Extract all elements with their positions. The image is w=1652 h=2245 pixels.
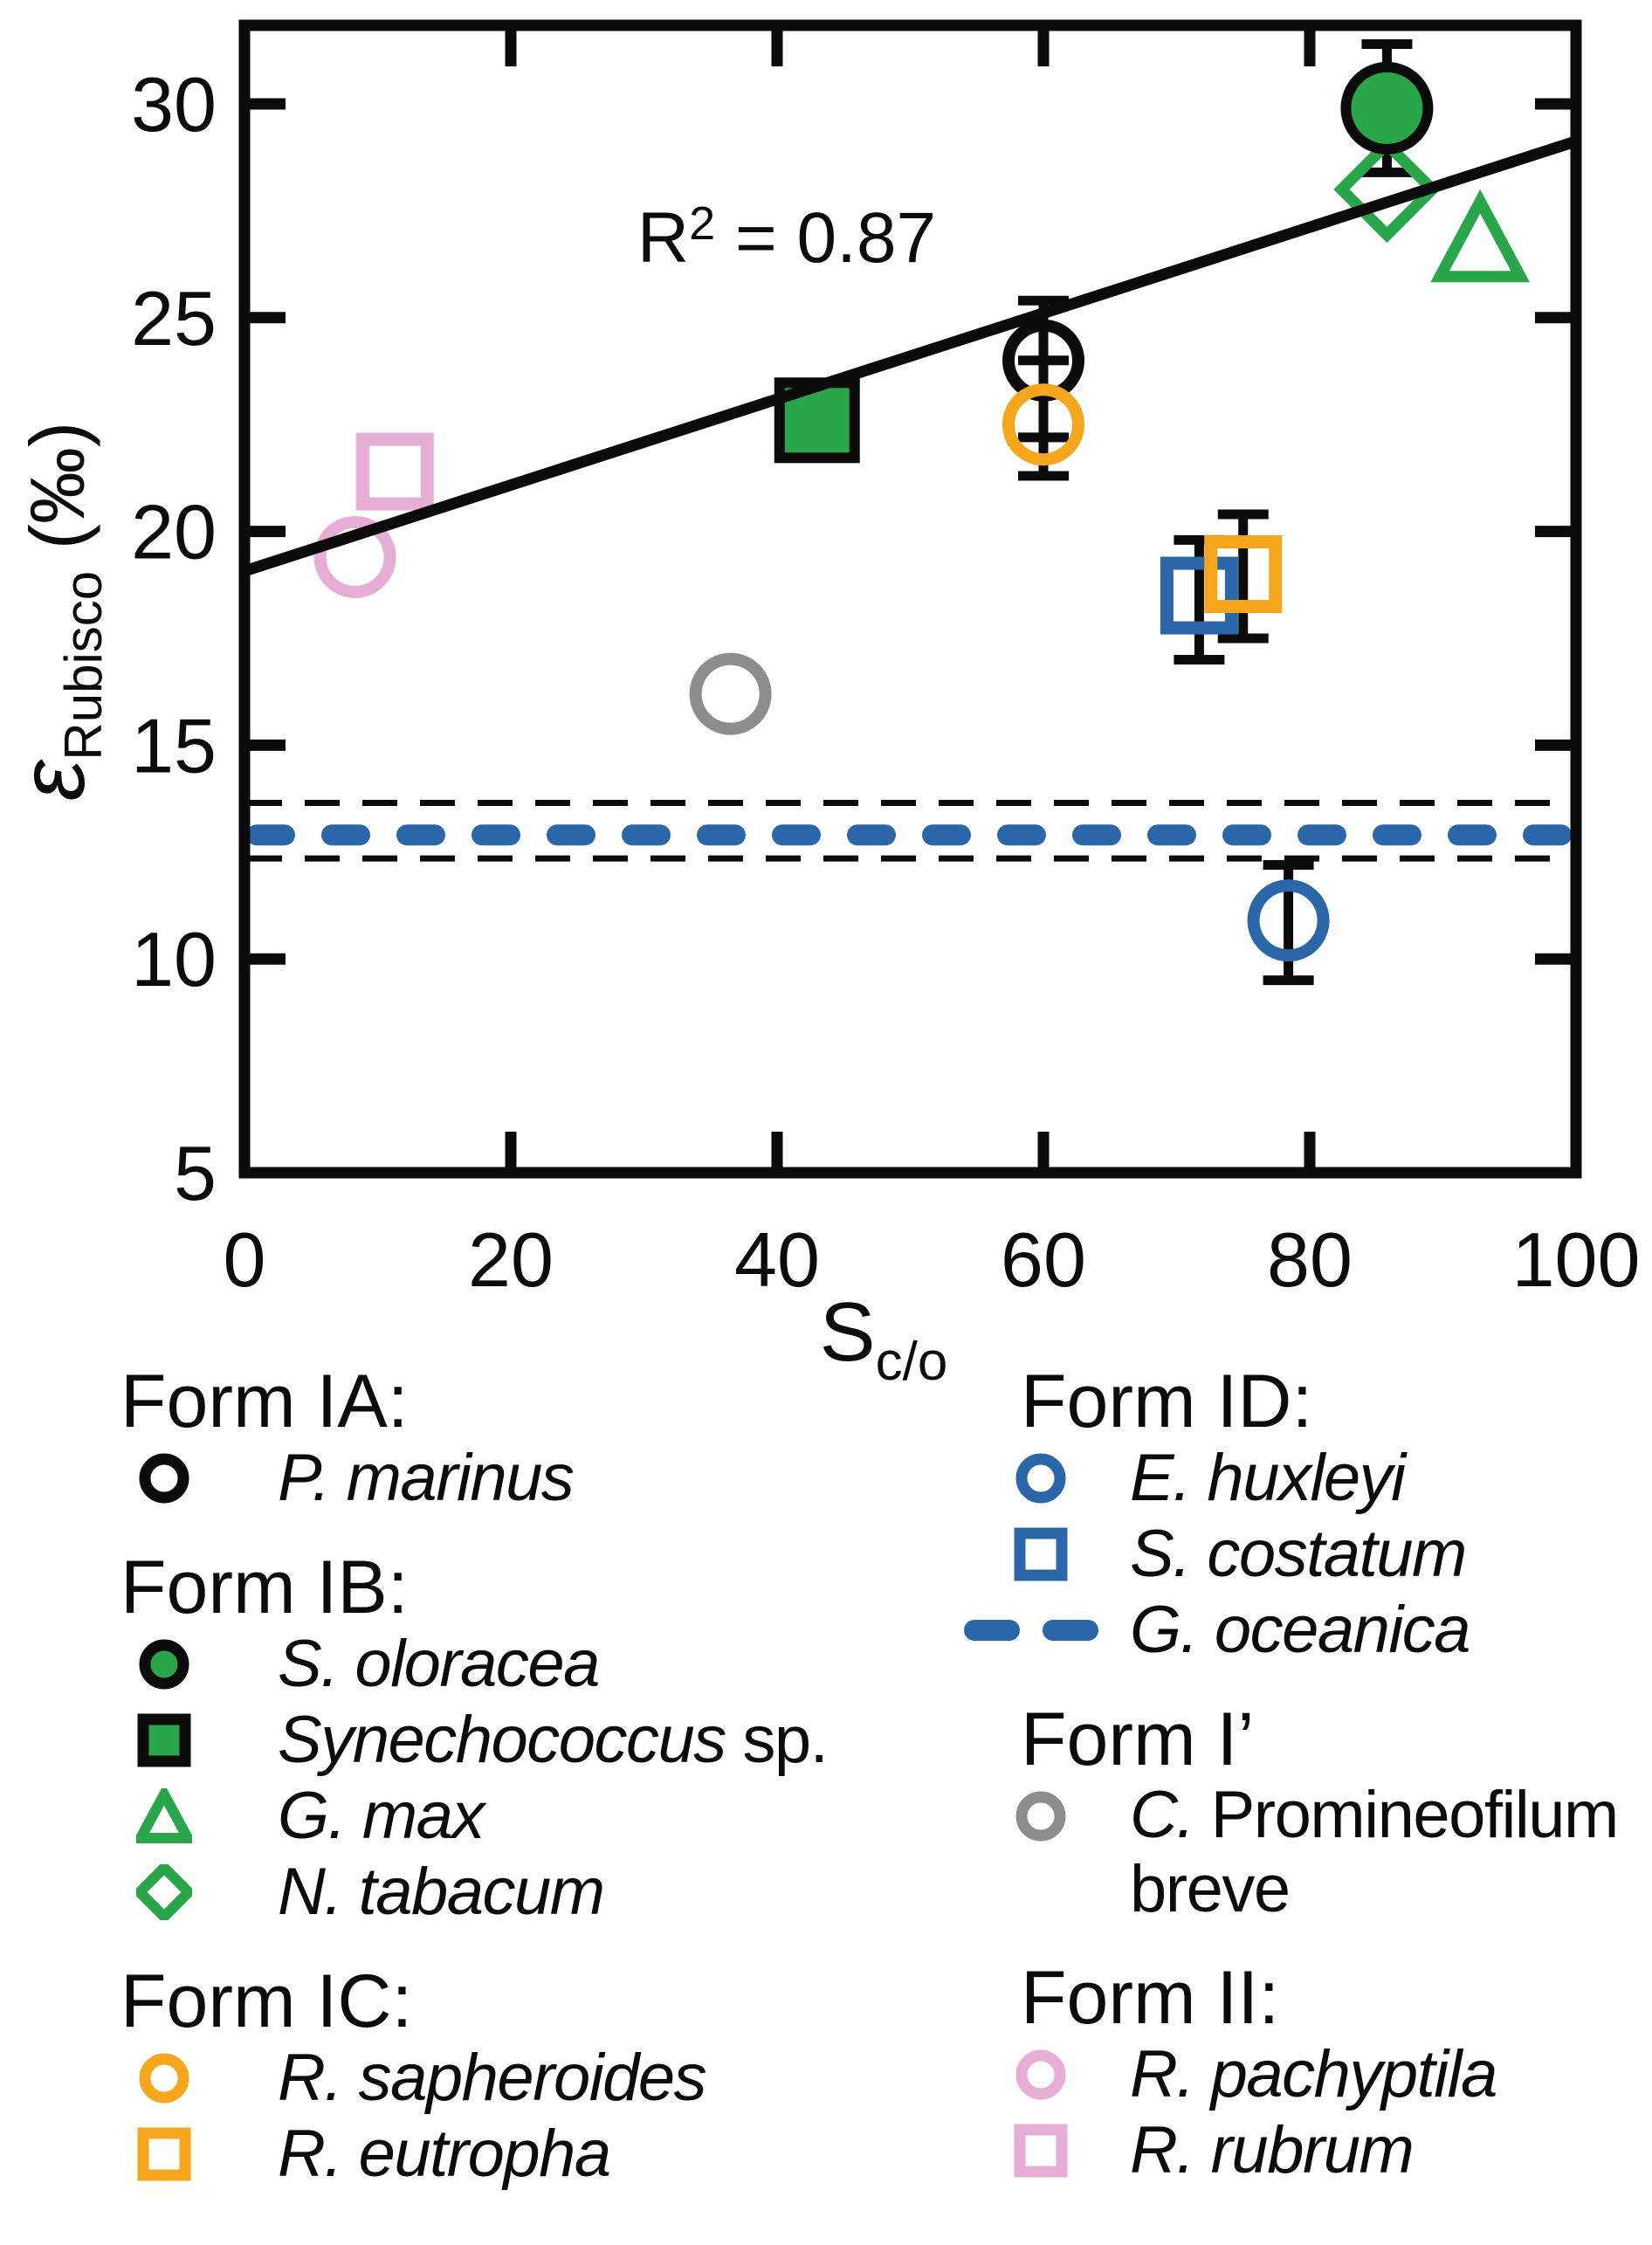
plot-frame: [238, 19, 1582, 1179]
legend-item: R. pachyptila: [1015, 2036, 1651, 2112]
legend-item-label: N. tabacum: [278, 1855, 605, 1929]
circle-marker-icon: [1015, 2049, 1066, 2099]
circle-marker-icon: [139, 2053, 189, 2103]
legend-item-label: G. max: [278, 1779, 485, 1853]
legend-item: S. costatum: [1014, 1516, 1651, 1592]
circle-marker-icon: [1015, 1791, 1066, 1842]
legend-item-label: R. eutropha: [278, 2117, 611, 2191]
data-point-r-eutropha: [1204, 535, 1283, 614]
legend-group-heading: Form IC:: [120, 1959, 413, 2043]
legend-item-label: P. marinus: [278, 1441, 575, 1515]
legend-item: R. eutropha: [120, 2116, 906, 2192]
legend-item-label: C. Promineofilum breve: [1130, 1778, 1619, 1926]
legend-group-heading: Form II:: [1021, 1956, 1280, 2040]
legend-group-heading: Form IB:: [120, 1546, 409, 1629]
legend-item: E. huxleyi: [1015, 1440, 1651, 1516]
regression-line-layer: [246, 136, 1574, 575]
x-tick-label: 60: [1001, 1216, 1086, 1303]
legend-item-label: Synechococcus sp.: [278, 1703, 829, 1777]
legend-item-label: R. sapheroides: [278, 2041, 707, 2115]
axis-tick-labels: 0 20 40 60 80 100 5 10 15 20 25 30: [131, 61, 1640, 1303]
data-point-r-pachyptila: [313, 515, 396, 598]
y-axis-label-unit: (‰): [14, 422, 100, 571]
x-tick-label: 100: [1512, 1216, 1641, 1303]
y-tick-label: 5: [174, 1130, 217, 1216]
legend-group-heading: Form ID:: [1021, 1360, 1313, 1443]
legend-item: R. rubrum: [1014, 2112, 1651, 2188]
scatter-plot: 0 20 40 60 80 100 5 10 15 20 25 30 R2 = 0.87 Sc/o ε…: [1, 19, 1640, 1392]
legend-item: S. oloracea: [120, 1626, 906, 1702]
x-tick-label: 20: [468, 1216, 554, 1303]
y-tick-label: 25: [131, 275, 217, 362]
square-marker-icon: [1014, 1527, 1068, 1580]
r-squared-sup: 2: [689, 197, 715, 250]
square-marker-icon: [1014, 2124, 1068, 2177]
legend-item: C. Promineofilum breve: [1015, 1778, 1651, 1926]
axis-ticks-layer: [250, 31, 1571, 1167]
legend-item: N. tabacum: [120, 1854, 906, 1930]
y-axis-label-epsilon: ε: [1, 759, 104, 801]
data-point-r-rubrum: [355, 432, 434, 511]
square-marker-icon: [137, 2127, 191, 2180]
x-tick-label: 80: [1267, 1216, 1353, 1303]
data-point-g-max: [1430, 189, 1531, 283]
x-tick-label: 40: [734, 1216, 820, 1303]
legend-item-label: R. rubrum: [1130, 2113, 1415, 2187]
legend-item: Synechococcus sp.: [120, 1702, 906, 1778]
legend-item: G. oceanica: [964, 1592, 1651, 1668]
x-tick-label: 0: [224, 1216, 266, 1303]
legend-item: G. max: [120, 1778, 906, 1854]
legend-item: R. sapheroides: [120, 2040, 906, 2116]
legend-item-label: S. oloracea: [278, 1627, 600, 1701]
data-point-e-huxleyi: [1247, 879, 1330, 962]
r-squared-base: R: [637, 198, 689, 278]
legend-group-heading: Form I’: [1021, 1698, 1255, 1781]
legend-item-label: G. oceanica: [1130, 1593, 1471, 1667]
y-axis-label: εRubisco (‰): [1, 422, 113, 801]
x-axis-label-main: S: [820, 1285, 876, 1379]
dash-marker-icon: [964, 1619, 1098, 1641]
circle-marker-icon: [1015, 1453, 1066, 1503]
x-axis-label: Sc/o: [820, 1285, 948, 1392]
y-tick-label: 15: [131, 702, 217, 789]
legend-item-label: S. costatum: [1130, 1517, 1467, 1591]
y-tick-label: 10: [131, 916, 217, 1002]
legend-column-right: Form ID: E. huxleyi S. costatum G. oceanica…: [964, 1360, 1651, 2188]
r-squared-rest: = 0.87: [715, 198, 936, 278]
y-tick-label: 20: [131, 489, 217, 575]
triangle-marker-icon: [136, 1787, 192, 1843]
r-squared-annotation: R2 = 0.87: [637, 197, 936, 278]
legend-item-label: E. huxleyi: [1130, 1441, 1406, 1515]
data-point-c-promineofilum-breve: [689, 652, 772, 735]
error-bar: [1217, 509, 1269, 644]
data-point-s-costatum: [1160, 556, 1238, 635]
x-axis-label-subscript: c/o: [876, 1332, 948, 1392]
y-tick-label: 30: [131, 61, 217, 148]
legend-item-label: R. pachyptila: [1130, 2037, 1497, 2111]
legend-column-left: Form IA: P. marinus Form IB: S. oloracea Syn…: [120, 1363, 906, 2192]
data-point-r-sapheroides: [1002, 383, 1084, 466]
y-axis-label-subscript: Rubisco: [54, 571, 113, 761]
data-point-n-tabacum: [1333, 135, 1441, 244]
square-marker-icon: [137, 1713, 191, 1766]
circle-marker-icon: [139, 1453, 189, 1503]
regression-line: [246, 136, 1574, 575]
diamond-marker-icon: [136, 1863, 192, 1920]
legend-group-heading: Form IA:: [120, 1360, 409, 1443]
data-point-s-oloracea: [1340, 61, 1434, 155]
circle-marker-icon: [139, 1639, 189, 1689]
legend-item: P. marinus: [120, 1440, 906, 1516]
reference-band-layer: [246, 799, 1576, 862]
